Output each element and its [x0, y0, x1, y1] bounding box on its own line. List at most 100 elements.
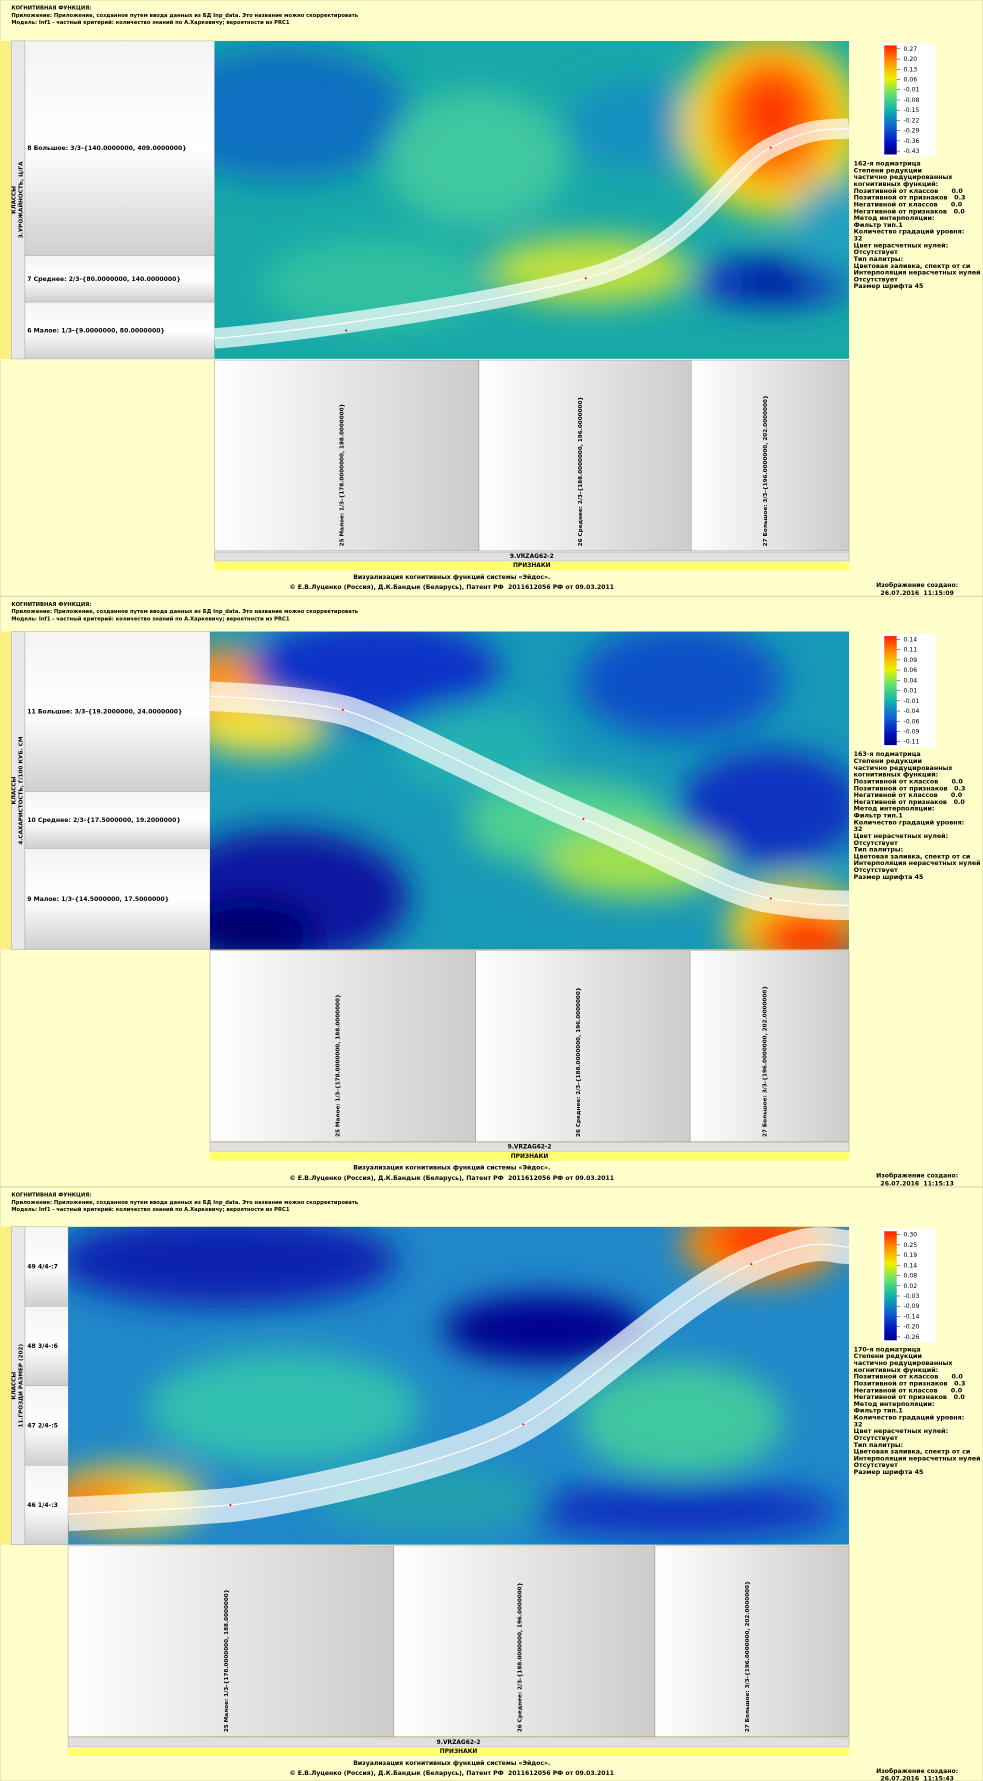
feature-label: 26 Среднее: 2/3-{188.0000000, 196.000000…	[578, 397, 584, 547]
info-line: Негативной от классов 0.0	[854, 200, 963, 208]
header-title: КОГНИТИВНАЯ ФУНКЦИЯ:	[11, 602, 91, 608]
info-line: Метод интерполяции:	[854, 806, 935, 813]
class-axis-title: КЛАССЫ	[12, 776, 18, 804]
class-row	[24, 255, 215, 303]
heatmap-blob	[522, 1482, 840, 1540]
panel: КОГНИТИВНАЯ ФУНКЦИЯ:Приложение: Приложен…	[0, 0, 983, 597]
function-point	[229, 1503, 232, 1507]
header-model: Модель: Inf1 - частный критерий: количес…	[11, 1206, 289, 1213]
class-label: 7 Среднее: 2/3-{80.0000000, 140.0000000}	[27, 276, 181, 283]
heatmap-blob	[732, 270, 812, 294]
class-row	[24, 1226, 69, 1307]
legend-label: 0.20	[904, 56, 918, 63]
legend-colorbar	[884, 1231, 897, 1341]
legend-label: 0.06	[904, 667, 918, 674]
info-line: Количество градаций уровня:	[854, 818, 965, 826]
heatmap-blob	[68, 1226, 398, 1307]
legend-label: 0.04	[904, 677, 918, 684]
heatmap-blob	[794, 181, 850, 273]
legend-label: -0.26	[904, 1334, 920, 1341]
legend-colorbar	[884, 636, 897, 746]
class-axis-title: КЛАССЫ	[12, 1372, 18, 1400]
legend-label: 0.14	[904, 1262, 918, 1269]
heatmap-blob	[214, 45, 409, 182]
legend-label: 0.13	[904, 66, 918, 73]
info-line: Цветовая заливка, спектр от си	[854, 853, 971, 860]
info-line: Позитивной от классов 0.0	[854, 187, 964, 195]
feature-column	[67, 1545, 395, 1737]
created-date: 26.07.2016 11:15:43	[880, 1776, 953, 1781]
info-line: Фильтр тип.1	[854, 813, 903, 820]
info-line: когнитивных функций:	[854, 771, 939, 779]
class-label: 10 Среднее: 2/3-{17.5000000, 19.2000000}	[27, 817, 181, 824]
feature-column	[214, 359, 480, 552]
legend-label: -0.08	[904, 97, 920, 104]
class-row	[24, 301, 215, 360]
legend-label: 0.06	[904, 77, 918, 84]
info-line: Количество градаций уровня:	[854, 1414, 965, 1422]
legend-label: -0.11	[904, 739, 920, 746]
feature-axis: ПРИЗНАКИ	[511, 1154, 549, 1160]
class-row	[24, 791, 211, 849]
class-label: 6 Малое: 1/3-{9.0000000, 80.0000000}	[27, 328, 165, 335]
class-label: 49 4/4-:7	[27, 1263, 58, 1270]
info-line: Интерполяция нерасчетных нулей	[854, 269, 981, 277]
info-line: Тип палитры:	[854, 1442, 904, 1449]
header-title: КОГНИТИВНАЯ ФУНКЦИЯ:	[11, 1192, 91, 1198]
function-line	[214, 127, 850, 340]
created-label: Изображение создано:	[876, 1172, 958, 1180]
created-label: Изображение создано:	[876, 1767, 958, 1775]
header-model: Модель: Inf1 - частный критерий: количес…	[11, 616, 289, 623]
feature-column	[478, 359, 692, 552]
info-line: частично редуцированных	[854, 1360, 953, 1367]
function-point	[341, 708, 344, 711]
feature-axis: ПРИЗНАКИ	[513, 563, 551, 569]
heatmap-blob	[681, 749, 850, 864]
heatmap-blob	[147, 1351, 420, 1466]
legend-label: -0.43	[904, 148, 920, 155]
created-date: 26.07.2016 11:15:09	[880, 590, 953, 597]
legend-label: -0.36	[904, 138, 920, 145]
info-line: Отсутствует	[854, 840, 899, 847]
class-axis-name: 3.УРОЖАЙНОСТЬ, Ц/ГА	[17, 161, 25, 238]
class-row	[24, 1465, 69, 1545]
feature-axis-bar	[214, 561, 850, 571]
info-line: Тип палитры:	[854, 256, 904, 263]
legend-label: -0.09	[904, 728, 920, 735]
feature-axis-bar	[209, 1151, 850, 1161]
legend-label: -0.01	[904, 698, 920, 705]
feature-column	[689, 950, 850, 1142]
class-row	[24, 848, 211, 950]
footer-line: Визуализация когнитивных функций системы…	[353, 1759, 550, 1767]
heatmap-blob	[578, 1363, 784, 1477]
legend-label: 0.08	[904, 1273, 918, 1280]
info-line: Тип палитры:	[854, 847, 904, 854]
legend-label: -0.06	[904, 718, 920, 725]
footer-line: © Е.В.Луценко (Россия), Д.К.Бандык (Бела…	[290, 1769, 615, 1777]
feature-column	[654, 1545, 850, 1737]
info-line: Негативной от признаков 0.0	[854, 798, 966, 806]
info-line: Степени редукции	[854, 1353, 922, 1360]
panel: КОГНИТИВНАЯ ФУНКЦИЯ:Приложение: Приложен…	[0, 595, 983, 1188]
class-label: 8 Большое: 3/3-{140.0000000, 409.0000000…	[27, 145, 186, 152]
function-point	[750, 1263, 753, 1266]
created-label: Изображение создано:	[876, 581, 958, 589]
info-line: 32	[854, 826, 863, 833]
class-row	[24, 40, 215, 256]
info-line: Позитивной от классов 0.0	[854, 777, 964, 785]
info-line: Отсутствует	[854, 1462, 899, 1469]
legend-label: -0.09	[904, 1303, 920, 1310]
heatmap	[214, 40, 850, 359]
info-line: Интерполяция нерасчетных нулей	[854, 1454, 981, 1462]
info-line: 170-я подматрица	[854, 1346, 921, 1353]
function-point	[769, 897, 772, 900]
info-line: Отсутствует	[854, 276, 899, 283]
legend-label: -0.14	[904, 1313, 920, 1320]
feature-label: 26 Среднее: 2/3-{188.0000000, 196.000000…	[517, 1582, 523, 1732]
header-app: Приложение: Приложение, созданное путем …	[11, 1200, 358, 1206]
heatmap-blob	[567, 79, 704, 171]
info-line: Фильтр тип.1	[854, 1408, 903, 1415]
info-line: частично редуцированных	[854, 174, 953, 181]
function-line	[68, 1243, 850, 1515]
